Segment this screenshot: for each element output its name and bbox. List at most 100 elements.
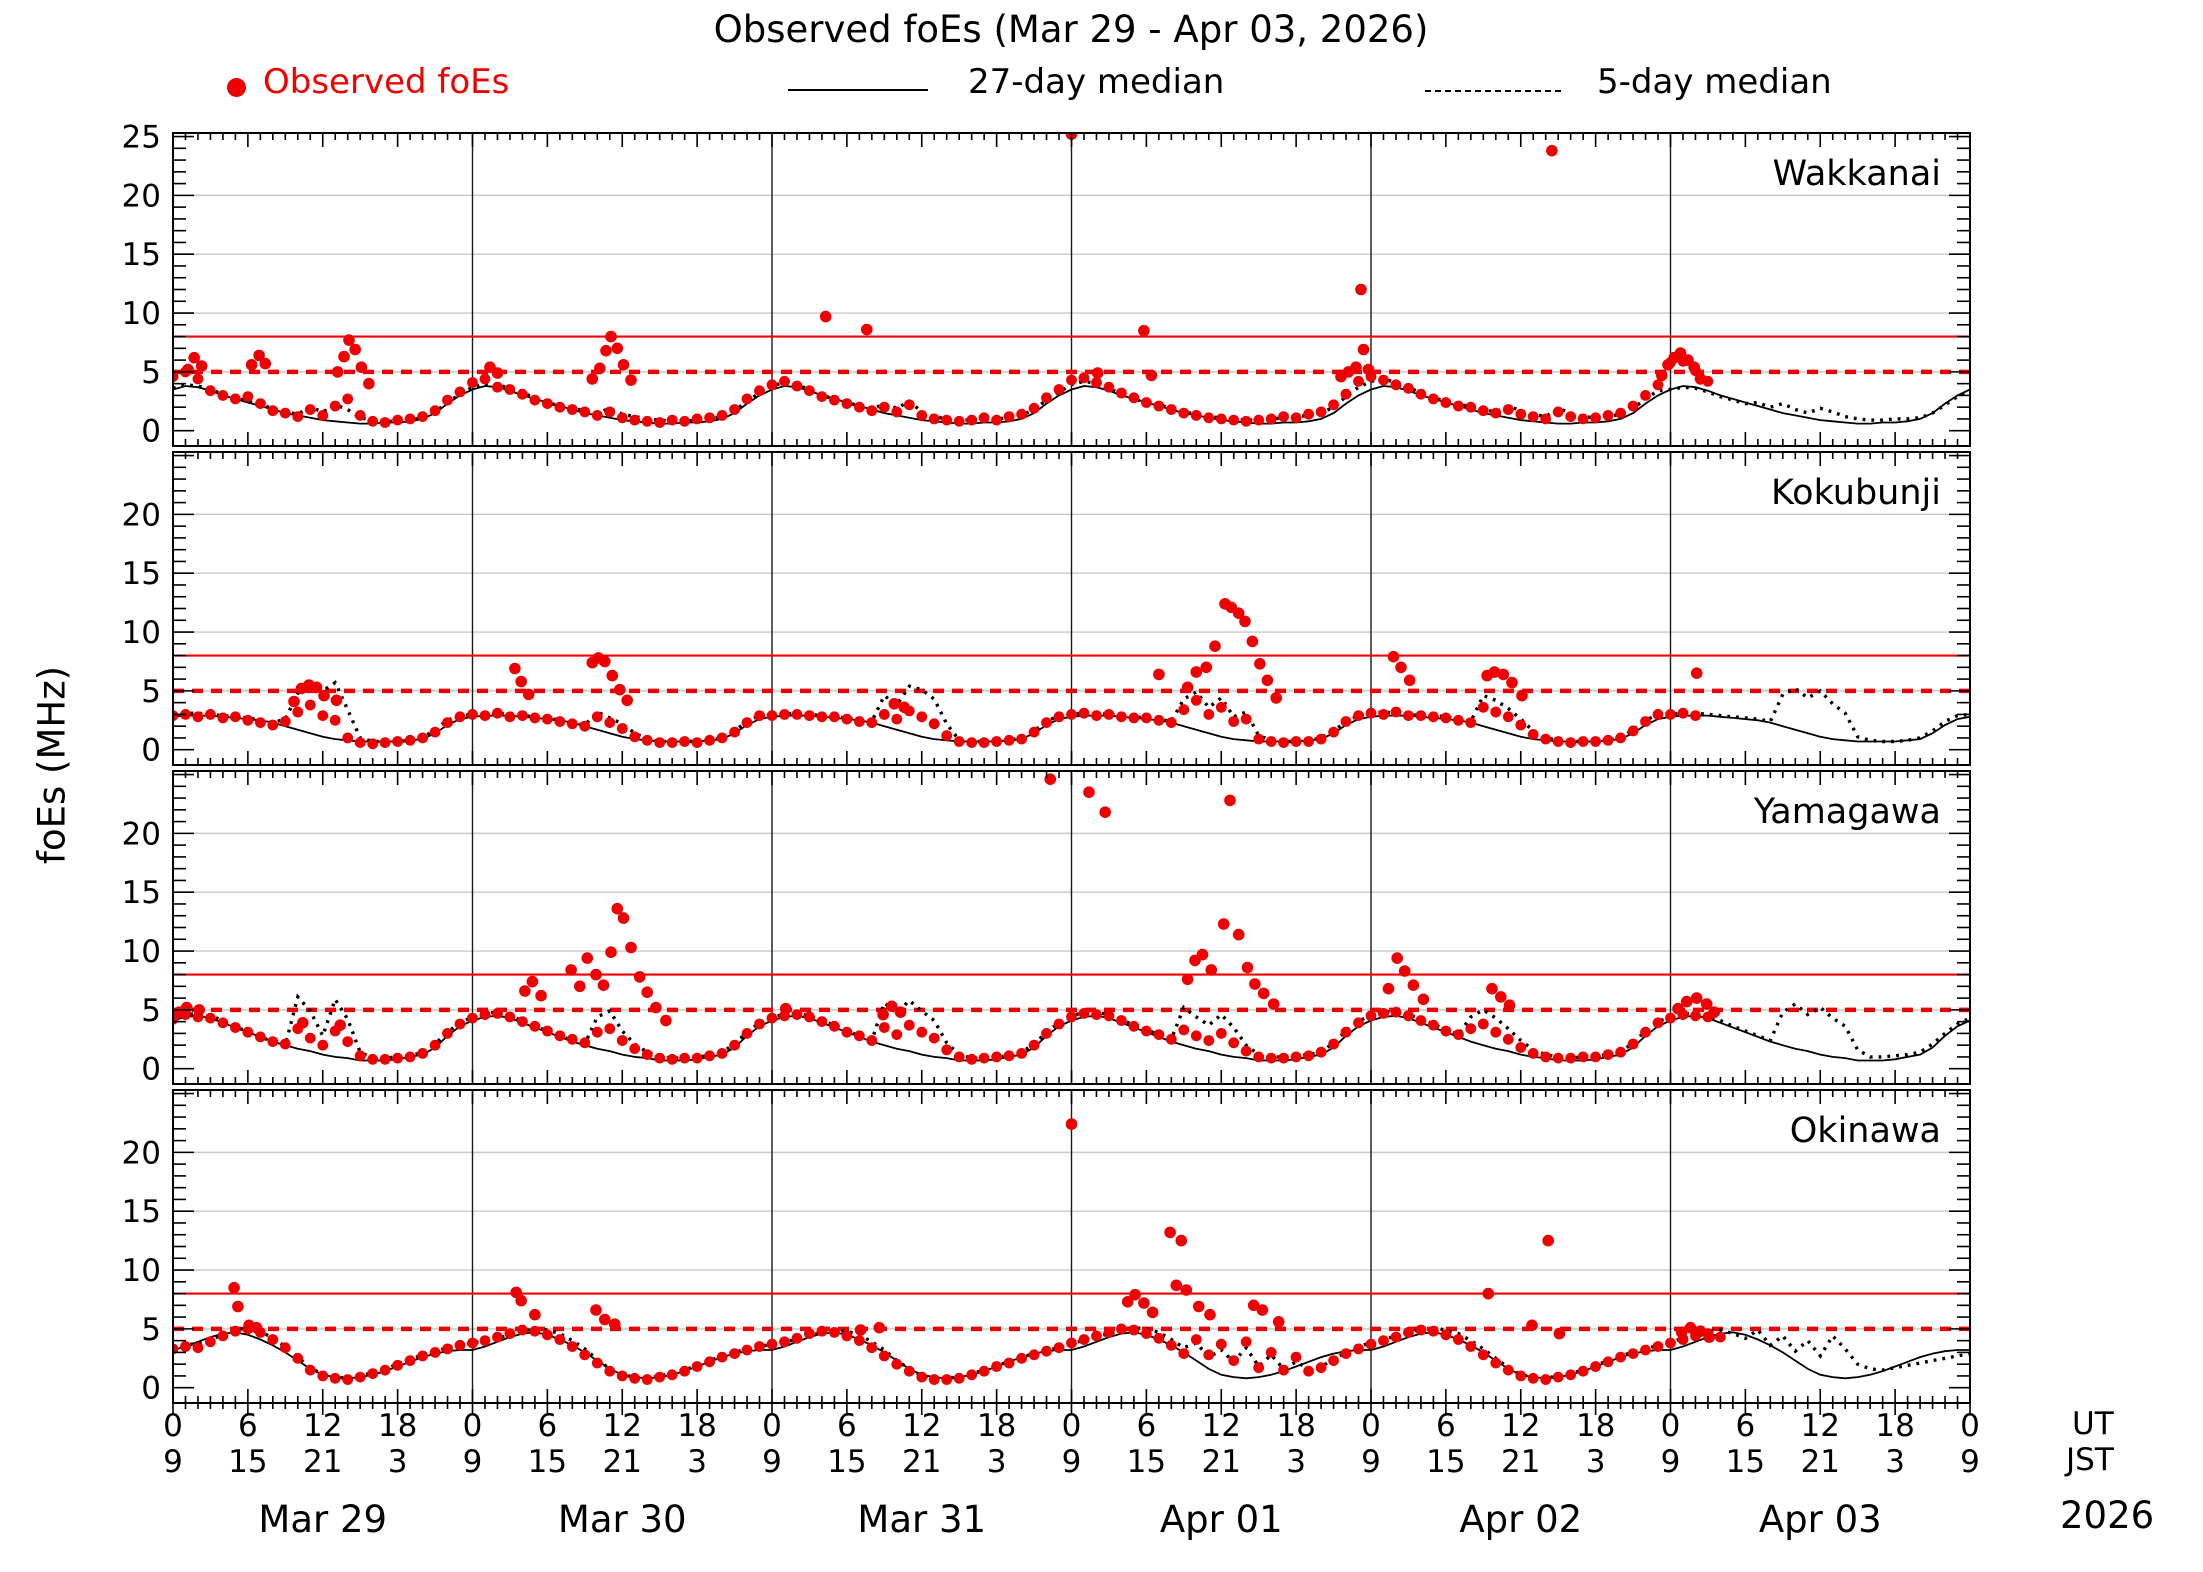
observed-point <box>1353 710 1364 721</box>
observed-point <box>479 710 491 721</box>
observed-point <box>754 1018 765 1030</box>
tick-label: 15 <box>1426 1444 1465 1480</box>
observed-point <box>554 1334 566 1345</box>
observed-point <box>1340 716 1352 727</box>
observed-point <box>854 401 865 413</box>
observed-point <box>633 971 646 983</box>
observed-point <box>1065 1118 1078 1130</box>
tick-label: 3 <box>1586 1444 1606 1480</box>
observed-point <box>1044 773 1057 785</box>
tick-label: 6 <box>1137 1408 1157 1444</box>
observed-point <box>1078 1008 1090 1019</box>
observed-point <box>766 1012 778 1024</box>
observed-point <box>367 738 379 750</box>
median27-line-icon <box>788 89 928 91</box>
tick-label: 15 <box>1127 1444 1166 1480</box>
observed-point <box>1684 1321 1697 1334</box>
observed-point <box>542 1025 553 1037</box>
observed-point <box>779 1002 792 1015</box>
observed-point <box>217 390 229 401</box>
observed-point <box>1175 1234 1188 1247</box>
observed-point <box>1128 1020 1140 1032</box>
tick-label: 12 <box>902 1408 941 1444</box>
observed-point <box>379 1364 391 1376</box>
observed-point <box>1128 1324 1140 1336</box>
observed-point <box>205 1012 216 1024</box>
observed-point <box>392 414 403 426</box>
observed-point <box>267 405 279 417</box>
observed-point <box>1153 714 1165 726</box>
observed-point <box>1362 363 1375 376</box>
observed-point <box>666 414 678 426</box>
observed-point <box>509 662 521 675</box>
date-label: Mar 30 <box>558 1498 687 1541</box>
observed-point <box>1215 413 1227 425</box>
observed-point <box>417 1350 428 1362</box>
observed-point <box>529 712 541 724</box>
observed-point <box>367 1368 379 1379</box>
median27-line <box>173 1331 1970 1380</box>
observed-point <box>1428 1325 1439 1337</box>
observed-point <box>1403 674 1416 687</box>
observed-point <box>1540 733 1552 745</box>
observed-point <box>873 1321 886 1334</box>
observed-point <box>1590 412 1601 424</box>
observed-point <box>841 1330 853 1342</box>
observed-point <box>1390 1006 1402 1018</box>
observed-point <box>903 399 915 411</box>
observed-point <box>1203 1349 1215 1361</box>
observed-point <box>1028 726 1040 738</box>
observed-point <box>1315 733 1327 745</box>
observed-point <box>1303 736 1314 747</box>
observed-point <box>554 716 566 727</box>
observed-point <box>492 707 503 719</box>
observed-point <box>1565 1052 1577 1064</box>
observed-point <box>1615 407 1626 419</box>
observed-point <box>829 394 840 406</box>
observed-point <box>1353 1343 1364 1355</box>
observed-point <box>454 386 466 398</box>
observed-point <box>259 357 272 370</box>
tick-label: 20 <box>122 497 161 533</box>
observed-point <box>604 1365 616 1377</box>
tick-label: 0 <box>762 1408 782 1444</box>
observed-point <box>1217 918 1230 930</box>
tick-label: 5 <box>141 993 161 1029</box>
observed-point <box>1390 379 1402 391</box>
observed-point <box>205 385 216 397</box>
tick-label: 18 <box>1276 1408 1315 1444</box>
observed-point <box>1403 1010 1414 1022</box>
observed-point <box>978 1052 990 1064</box>
observed-point <box>597 979 610 991</box>
observed-point <box>1003 734 1015 746</box>
observed-point <box>1003 411 1015 422</box>
observed-point <box>629 1043 641 1055</box>
observed-point <box>417 411 428 422</box>
observed-point <box>1215 701 1227 713</box>
observed-point <box>429 405 441 417</box>
observed-point <box>1590 736 1601 747</box>
tick-label: 0 <box>141 414 161 450</box>
observed-point <box>1652 709 1664 720</box>
observed-point <box>467 1012 478 1024</box>
tick-label: 3 <box>1885 1444 1905 1480</box>
observed-point <box>1165 1339 1177 1351</box>
observed-point <box>579 720 591 732</box>
observed-point <box>611 902 624 915</box>
observed-point <box>1204 1308 1216 1321</box>
tick-label: 18 <box>378 1408 417 1444</box>
legend-median27-label: 27-day median <box>968 62 1225 102</box>
observed-point <box>1577 1365 1589 1377</box>
observed-point <box>1016 1352 1027 1364</box>
observed-point <box>591 410 603 421</box>
observed-point <box>891 406 903 418</box>
tick-label: 6 <box>238 1408 258 1444</box>
tick-label: 9 <box>163 1444 183 1480</box>
panel-okinawa: 0 5 10 15 20 Okinawa <box>122 1089 1971 1415</box>
observed-point <box>617 359 630 371</box>
observed-point <box>517 710 528 721</box>
observed-point <box>1224 794 1236 807</box>
tick-label: 6 <box>1736 1408 1756 1444</box>
observed-point <box>1205 964 1218 976</box>
